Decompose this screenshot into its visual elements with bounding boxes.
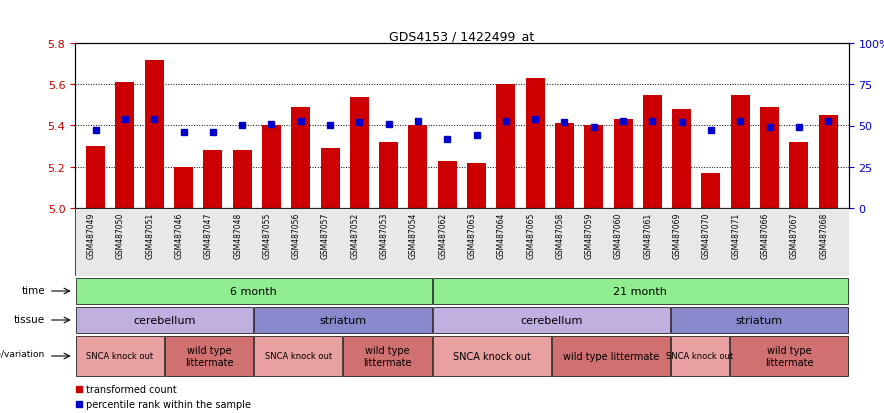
Bar <box>379 142 398 209</box>
Text: GSM487064: GSM487064 <box>497 212 506 258</box>
Text: cerebellum: cerebellum <box>520 315 583 325</box>
Bar <box>76 307 253 334</box>
Text: GSM487071: GSM487071 <box>731 212 740 258</box>
Bar <box>86 147 105 209</box>
Text: GSM487070: GSM487070 <box>702 212 711 258</box>
Text: tissue: tissue <box>14 314 45 324</box>
Text: wild type littermate: wild type littermate <box>562 351 659 361</box>
Bar <box>408 126 428 209</box>
Text: SNCA knock out: SNCA knock out <box>453 351 530 361</box>
Text: SNCA knock out: SNCA knock out <box>87 351 153 361</box>
Bar <box>232 151 252 209</box>
Bar <box>552 336 669 376</box>
Text: 6 month: 6 month <box>230 286 277 296</box>
Bar <box>262 126 281 209</box>
Text: GSM487055: GSM487055 <box>263 212 271 258</box>
Bar <box>555 124 574 209</box>
Text: SNCA knock out: SNCA knock out <box>264 351 332 361</box>
Text: wild type
littermate: wild type littermate <box>765 345 813 367</box>
Text: percentile rank within the sample: percentile rank within the sample <box>87 399 251 409</box>
Text: GSM487051: GSM487051 <box>145 212 154 258</box>
Text: GSM487046: GSM487046 <box>174 212 184 258</box>
Bar <box>350 97 369 209</box>
Bar <box>496 85 515 209</box>
Bar <box>584 126 603 209</box>
Bar <box>730 336 848 376</box>
Text: GSM487052: GSM487052 <box>350 212 359 258</box>
Text: GSM487050: GSM487050 <box>116 212 125 258</box>
Text: time: time <box>21 285 45 295</box>
Text: GSM487049: GSM487049 <box>87 212 95 258</box>
Bar <box>467 163 486 209</box>
Bar <box>672 110 691 209</box>
Text: SNCA knock out: SNCA knock out <box>667 351 734 361</box>
Title: GDS4153 / 1422499_at: GDS4153 / 1422499_at <box>389 30 535 43</box>
Bar <box>145 60 164 209</box>
Text: wild type
littermate: wild type littermate <box>363 345 412 367</box>
Bar <box>438 161 457 209</box>
Bar <box>643 95 662 209</box>
Bar <box>433 278 848 305</box>
Bar <box>255 336 342 376</box>
Bar <box>613 120 633 209</box>
Text: GSM487065: GSM487065 <box>526 212 535 258</box>
Bar <box>203 151 223 209</box>
Bar <box>165 336 253 376</box>
Bar <box>116 83 134 209</box>
Text: cerebellum: cerebellum <box>133 315 195 325</box>
Text: GSM487063: GSM487063 <box>468 212 476 258</box>
Bar <box>321 149 339 209</box>
Bar <box>76 278 431 305</box>
Bar <box>819 116 838 209</box>
Bar <box>731 95 750 209</box>
Bar <box>76 336 164 376</box>
Text: GSM487066: GSM487066 <box>760 212 770 258</box>
Text: GSM487059: GSM487059 <box>584 212 594 258</box>
Text: GSM487068: GSM487068 <box>819 212 828 258</box>
Bar <box>671 336 729 376</box>
Text: GSM487061: GSM487061 <box>644 212 652 258</box>
Text: 21 month: 21 month <box>613 286 667 296</box>
Bar <box>526 79 545 209</box>
Text: GSM487053: GSM487053 <box>379 212 389 258</box>
Text: transformed count: transformed count <box>87 385 177 394</box>
Text: striatum: striatum <box>735 315 783 325</box>
Text: GSM487057: GSM487057 <box>321 212 330 258</box>
Text: genotype/variation: genotype/variation <box>0 349 45 358</box>
Bar <box>671 307 848 334</box>
Text: GSM487048: GSM487048 <box>233 212 242 258</box>
Text: GSM487069: GSM487069 <box>673 212 682 258</box>
Text: striatum: striatum <box>319 315 367 325</box>
Text: GSM487056: GSM487056 <box>292 212 301 258</box>
Text: GSM487047: GSM487047 <box>204 212 213 258</box>
Text: GSM487062: GSM487062 <box>438 212 447 258</box>
Text: wild type
littermate: wild type littermate <box>185 345 233 367</box>
Bar <box>75 209 849 276</box>
Bar <box>433 307 669 334</box>
Text: GSM487067: GSM487067 <box>789 212 799 258</box>
Text: GSM487060: GSM487060 <box>614 212 623 258</box>
Bar <box>701 173 720 209</box>
Bar <box>344 336 431 376</box>
Bar <box>255 307 431 334</box>
Bar <box>760 108 779 209</box>
Bar <box>433 336 551 376</box>
Bar <box>789 142 808 209</box>
Bar <box>174 167 193 209</box>
Text: GSM487058: GSM487058 <box>555 212 565 258</box>
Text: GSM487054: GSM487054 <box>409 212 418 258</box>
Bar <box>291 108 310 209</box>
